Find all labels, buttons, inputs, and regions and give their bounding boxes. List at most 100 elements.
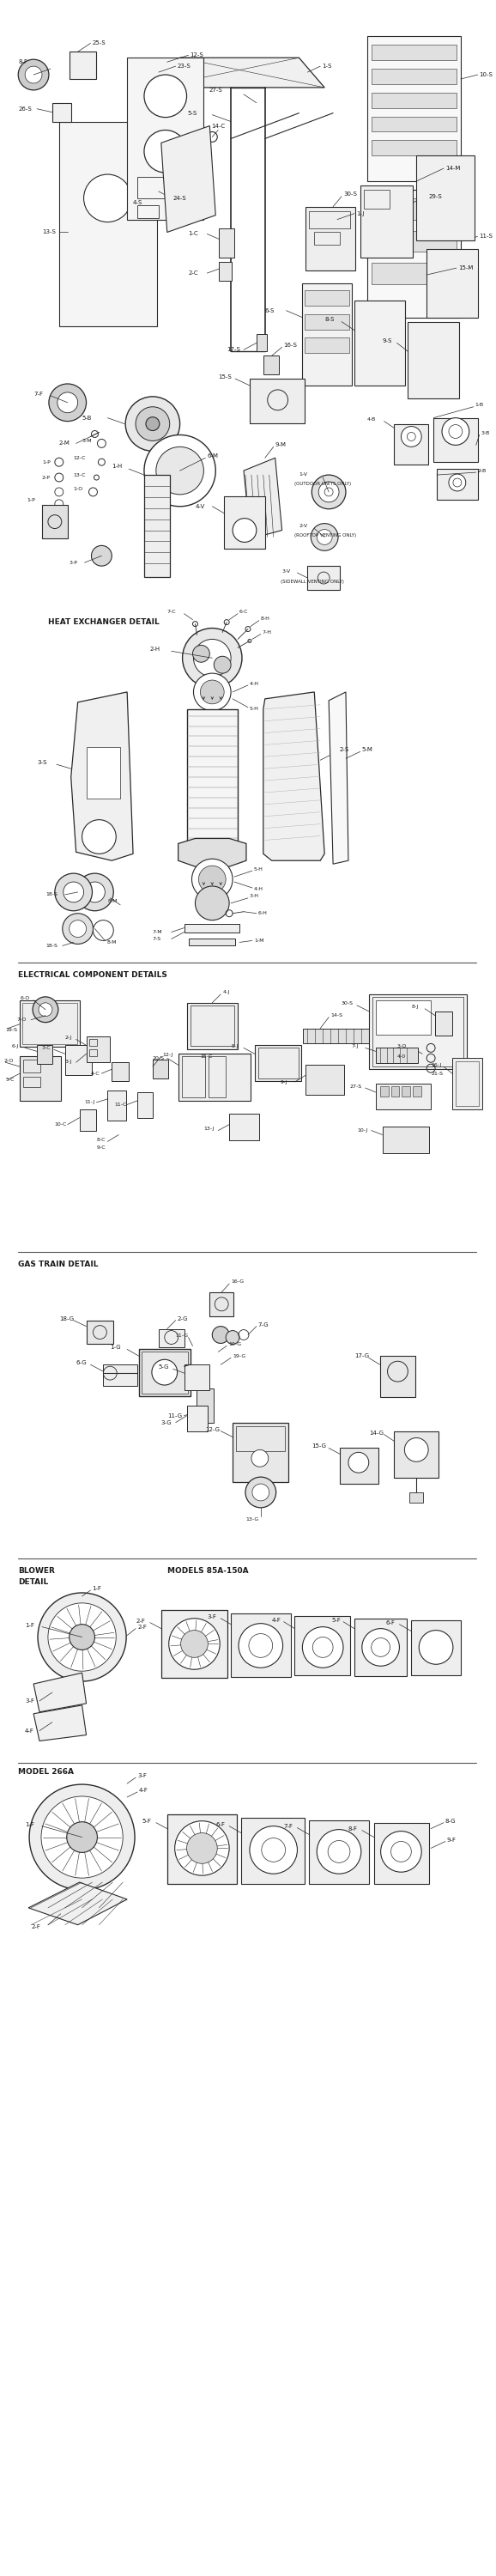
Bar [219, 263, 232, 281]
Circle shape [226, 1332, 240, 1345]
Text: 6-J: 6-J [11, 1043, 18, 1048]
Bar [263, 355, 279, 374]
Text: 2-C: 2-C [188, 270, 198, 276]
Circle shape [62, 914, 93, 943]
Text: 11-C: 11-C [115, 1103, 126, 1108]
Bar [236, 1427, 285, 1450]
Bar [382, 1126, 429, 1154]
Bar [391, 1087, 399, 1097]
Polygon shape [263, 693, 324, 860]
Text: 12-C: 12-C [73, 456, 86, 461]
Polygon shape [178, 837, 246, 866]
Text: 19-S: 19-S [5, 1028, 17, 1033]
Polygon shape [34, 1672, 86, 1713]
Circle shape [449, 474, 466, 492]
Text: 27-S: 27-S [350, 1084, 362, 1090]
Text: 15-C: 15-C [200, 1054, 213, 1059]
Text: 3-F: 3-F [207, 1615, 217, 1620]
Text: 12-S: 12-S [190, 52, 203, 57]
Text: 4-F: 4-F [139, 1788, 148, 1793]
Circle shape [69, 920, 86, 938]
Text: DETAIL: DETAIL [18, 1579, 49, 1587]
Text: 5-M: 5-M [362, 747, 373, 752]
Bar [367, 36, 461, 180]
Circle shape [58, 392, 78, 412]
Bar [402, 1087, 411, 1097]
Text: 3-B: 3-B [481, 430, 490, 435]
Text: 1-P: 1-P [27, 497, 35, 502]
Text: 9-M: 9-M [275, 443, 286, 448]
Circle shape [183, 629, 242, 688]
Bar [59, 121, 157, 327]
Circle shape [312, 474, 346, 510]
Bar [360, 185, 413, 258]
Text: 7-G: 7-G [258, 1321, 269, 1327]
Text: 8-G: 8-G [445, 1819, 456, 1824]
Text: 18-G: 18-G [59, 1316, 74, 1321]
Bar [89, 1038, 97, 1046]
Text: 8-M: 8-M [107, 940, 117, 945]
Bar [86, 747, 121, 799]
Bar [22, 1002, 77, 1043]
Circle shape [144, 435, 216, 507]
Circle shape [193, 639, 231, 677]
Bar [209, 1056, 226, 1097]
Circle shape [82, 819, 116, 853]
Bar [86, 1036, 110, 1061]
Text: 8-M: 8-M [108, 899, 118, 904]
Bar [178, 1054, 250, 1100]
Bar [394, 1432, 438, 1479]
Bar [69, 52, 97, 80]
Bar [372, 70, 456, 85]
Bar [375, 1084, 431, 1110]
Circle shape [181, 1631, 208, 1656]
Bar [137, 1092, 153, 1118]
Bar [137, 178, 171, 198]
Bar [305, 337, 349, 353]
Circle shape [303, 1628, 343, 1667]
Circle shape [362, 1628, 399, 1667]
Bar [103, 1365, 137, 1386]
Text: 21-S: 21-S [431, 1072, 443, 1077]
Text: 5-F: 5-F [141, 1819, 151, 1824]
Text: 3-H: 3-H [249, 894, 259, 899]
Text: 3-C: 3-C [42, 1046, 51, 1051]
Bar [369, 994, 467, 1069]
Bar [305, 314, 349, 330]
Circle shape [152, 1360, 178, 1386]
Bar [52, 103, 71, 121]
Text: HEAT EXCHANGER DETAIL: HEAT EXCHANGER DETAIL [48, 618, 159, 626]
Text: 1-C: 1-C [188, 232, 198, 237]
Bar [306, 1064, 344, 1095]
Bar [23, 1077, 40, 1087]
Bar [42, 505, 67, 538]
Bar [309, 1821, 369, 1883]
Bar [380, 1355, 416, 1396]
Text: 9-S: 9-S [382, 337, 392, 343]
Bar [372, 263, 456, 283]
Text: 8-H: 8-H [261, 616, 270, 621]
Text: 2-V: 2-V [299, 523, 308, 528]
Text: 11-G: 11-G [167, 1414, 182, 1419]
Text: 7-F: 7-F [34, 392, 43, 397]
Text: 8-F: 8-F [348, 1826, 358, 1832]
Text: 25-S: 25-S [92, 41, 106, 46]
Text: 15-G: 15-G [312, 1443, 326, 1448]
Bar [372, 198, 456, 219]
Circle shape [252, 1484, 269, 1502]
Text: 3-O: 3-O [397, 1043, 407, 1048]
Text: 13-G: 13-G [246, 1517, 259, 1522]
Circle shape [39, 1002, 52, 1018]
Text: 9-F: 9-F [447, 1837, 456, 1842]
Circle shape [239, 1623, 283, 1667]
Bar [303, 1028, 372, 1043]
Text: 1-V: 1-V [299, 471, 308, 477]
Bar [372, 997, 463, 1066]
Bar [23, 1059, 40, 1072]
Text: 19-G: 19-G [233, 1355, 246, 1358]
Circle shape [144, 131, 186, 173]
Text: MODEL 266A: MODEL 266A [18, 1767, 74, 1775]
Text: 1-O: 1-O [73, 487, 83, 492]
Text: 14-S: 14-S [330, 1012, 343, 1018]
Bar [144, 474, 170, 577]
